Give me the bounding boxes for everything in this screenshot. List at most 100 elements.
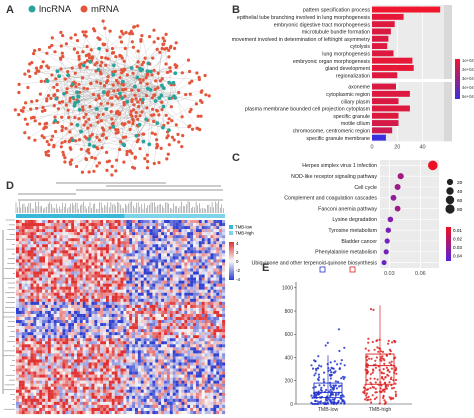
heatmap-cell — [175, 341, 179, 345]
heatmap-cell — [33, 235, 37, 239]
heatmap-cell — [178, 341, 182, 345]
heatmap-cell — [195, 323, 199, 327]
mrna-node — [33, 119, 37, 123]
heatmap-cell — [76, 283, 80, 287]
heatmap-cell — [65, 307, 69, 312]
heatmap-cell — [117, 326, 121, 330]
heatmap-cell — [137, 235, 141, 239]
heatmap-cell — [16, 341, 19, 345]
lncrna-node — [72, 103, 77, 108]
heatmap-cell — [169, 286, 173, 290]
heatmap-cell — [97, 286, 101, 290]
heatmap-cell — [108, 368, 112, 372]
heatmap-cell — [117, 223, 121, 227]
heatmap-cell — [166, 280, 170, 284]
heatmap-cell — [59, 259, 63, 263]
heatmap-cell — [193, 307, 197, 312]
heatmap-cell — [85, 295, 89, 299]
heatmap-cell — [190, 301, 194, 305]
lncrna-node — [146, 86, 150, 91]
heatmap-cell — [120, 332, 124, 336]
heatmap-cell — [219, 259, 223, 263]
heatmap-cell — [62, 238, 66, 242]
heatmap-cell — [88, 292, 92, 296]
heatmap-cell — [123, 268, 127, 272]
heatmap-cell — [53, 277, 57, 281]
heatmap-cell — [193, 329, 197, 333]
heatmap-cell — [166, 323, 170, 327]
heatmap-cell — [222, 298, 226, 302]
pathway-label: Bladder cancer — [341, 239, 377, 245]
heatmap-cell — [132, 353, 136, 357]
heatmap-cell — [82, 335, 86, 339]
mrna-node — [21, 109, 25, 113]
heatmap-cell — [74, 292, 78, 296]
heatmap-cell — [27, 301, 31, 305]
heatmap-cell — [129, 356, 133, 360]
heatmap-cell — [36, 329, 40, 333]
heatmap-cell — [149, 317, 153, 321]
heatmap-cell — [222, 320, 226, 324]
heatmap-cell — [126, 335, 130, 339]
heatmap-cell — [79, 359, 83, 363]
heatmap-cell — [16, 223, 19, 227]
heatmap-cell — [105, 295, 109, 299]
heatmap-cell — [39, 220, 43, 224]
pathway-label: Ubiquinone and other terpenoid-quinone b… — [252, 260, 378, 266]
heatmap-cell — [198, 241, 202, 245]
heatmap-cell — [129, 286, 133, 290]
heatmap-cell — [216, 226, 220, 230]
heatmap-cell — [161, 371, 165, 375]
heatmap-cell — [166, 298, 170, 302]
heatmap-cell — [88, 310, 92, 315]
heatmap-cell — [103, 359, 107, 363]
heatmap-cell — [172, 286, 176, 290]
heatmap-cell — [39, 317, 43, 321]
heatmap-cell — [132, 359, 136, 363]
heatmap-cell — [53, 310, 57, 315]
heatmap-cell — [152, 244, 156, 248]
heatmap-cell — [50, 365, 54, 369]
heatmap-cell — [30, 344, 34, 348]
heatmap-cell — [71, 301, 75, 305]
heatmap-cell — [175, 256, 179, 260]
heatmap-cell — [111, 253, 115, 257]
lncrna-node — [87, 137, 91, 141]
heatmap-cell — [16, 265, 19, 269]
mrna-node — [87, 53, 91, 58]
heatmap-cell — [195, 223, 199, 227]
heatmap-cell — [161, 274, 165, 278]
row-dendrogram — [2, 219, 15, 410]
heatmap-cell — [129, 377, 133, 381]
heatmap-cell — [207, 289, 211, 293]
heatmap-cell — [97, 377, 101, 381]
heatmap-cell — [76, 268, 80, 272]
heatmap-cell — [149, 223, 153, 227]
heatmap-cell — [146, 323, 150, 327]
heatmap-cell — [59, 362, 63, 366]
heatmap-cell — [56, 326, 60, 330]
heatmap-cell — [161, 298, 165, 302]
heatmap-cell — [36, 298, 40, 302]
heatmap-cell — [42, 289, 46, 293]
go-term-label: gland development — [325, 66, 370, 72]
heatmap-cell — [21, 365, 25, 369]
heatmap-cell — [207, 283, 211, 287]
heatmap-cell — [18, 310, 22, 315]
heatmap-cell — [94, 350, 98, 354]
heatmap-cell — [219, 220, 223, 224]
heatmap-cell — [97, 250, 101, 254]
heatmap-cell — [222, 283, 226, 287]
heatmap-cell — [71, 307, 75, 312]
heatmap-cell — [45, 268, 49, 272]
heatmap-cell — [88, 371, 92, 375]
heatmap-cell — [59, 320, 63, 324]
mrna-node — [61, 54, 65, 59]
mrna-node — [100, 126, 105, 130]
heatmap-cell — [166, 320, 170, 324]
heatmap-cell — [152, 283, 156, 287]
heatmap-cell — [166, 295, 170, 299]
heatmap-cell — [50, 232, 54, 236]
heatmap-cell — [210, 295, 214, 299]
heatmap-cell — [21, 289, 25, 293]
